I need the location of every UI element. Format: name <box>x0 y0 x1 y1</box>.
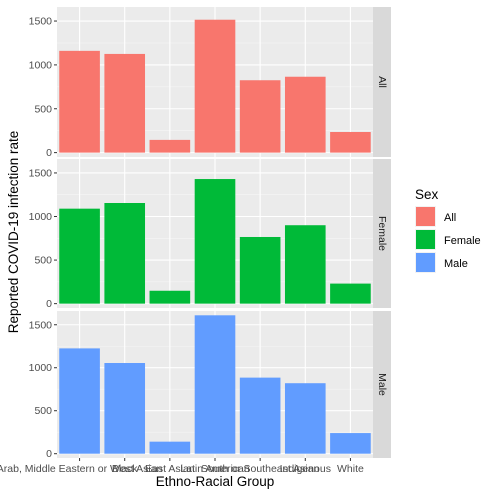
bar <box>194 19 236 153</box>
bar <box>330 283 371 304</box>
bar <box>239 80 281 153</box>
bar <box>284 76 326 153</box>
x-tick-label: White <box>337 463 364 475</box>
x-tick-label: Black <box>112 463 138 475</box>
x-tick-label: South or Southeast Asian <box>201 463 320 475</box>
y-tick-label: 1500 <box>29 16 53 28</box>
legend-title: Sex <box>415 187 439 202</box>
bar <box>330 433 371 454</box>
bar <box>59 208 100 304</box>
x-axis-title: Ethno-Racial Group <box>156 474 275 489</box>
x-tick-label: East Asian <box>145 463 195 475</box>
bar <box>284 225 326 304</box>
bar <box>330 132 371 153</box>
y-tick-label: 0 <box>46 298 52 310</box>
facet-strip <box>373 7 391 157</box>
bar <box>104 363 146 454</box>
y-tick-label: 500 <box>34 103 52 115</box>
x-tick-label: Indigenous <box>280 463 331 475</box>
bar <box>239 377 281 454</box>
bar <box>149 290 191 304</box>
y-tick-label: 1000 <box>29 59 53 71</box>
y-tick-label: 1500 <box>29 167 53 179</box>
legend-label: All <box>444 212 456 224</box>
facet-strip <box>373 311 391 458</box>
x-tick-label: Arab, Middle Eastern or West Asian <box>0 463 162 475</box>
facet-strip-label: All <box>376 76 388 88</box>
y-tick-label: 500 <box>34 405 52 417</box>
facet-strip-label: Female <box>376 216 388 251</box>
bar <box>59 348 100 454</box>
legend-key-swatch <box>416 253 435 272</box>
y-tick-label: 1000 <box>29 362 53 374</box>
y-tick-label: 1500 <box>29 319 53 331</box>
legend-key-swatch <box>416 207 435 226</box>
y-tick-label: 500 <box>34 255 52 267</box>
legend-key-swatch <box>416 230 435 249</box>
legend-label: Male <box>444 258 468 270</box>
bar <box>194 315 236 454</box>
legend-label: Female <box>444 235 481 247</box>
y-tick-label: 0 <box>46 147 52 159</box>
bar <box>284 383 326 454</box>
bar <box>239 236 281 304</box>
x-tick-label: Latin American <box>180 463 250 475</box>
y-tick-label: 0 <box>46 448 52 460</box>
y-tick-label: 1000 <box>29 211 53 223</box>
y-axis-title: Reported COVID-19 infection rate <box>6 131 21 334</box>
bar <box>59 50 100 153</box>
bar <box>194 179 236 304</box>
facet-strip <box>373 159 391 308</box>
bar <box>149 139 191 153</box>
bar <box>104 53 146 153</box>
bar <box>149 441 191 454</box>
bar <box>104 203 146 304</box>
facet-strip-label: Male <box>376 373 388 396</box>
